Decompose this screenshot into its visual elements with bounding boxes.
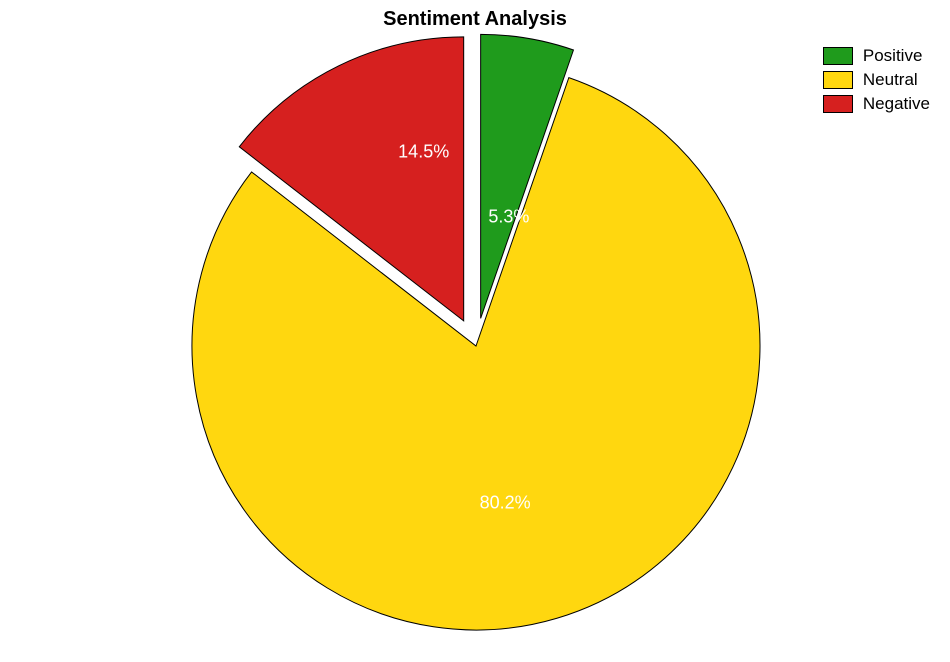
legend-label-positive: Positive: [863, 46, 923, 66]
legend-item-neutral: Neutral: [823, 70, 930, 90]
pie-svg: 5.3% 80.2% 14.5%: [0, 0, 950, 662]
legend-swatch-negative: [823, 95, 853, 113]
legend-swatch-positive: [823, 47, 853, 65]
legend-label-neutral: Neutral: [863, 70, 918, 90]
legend-swatch-neutral: [823, 71, 853, 89]
legend-item-positive: Positive: [823, 46, 930, 66]
slice-label-positive: 5.3%: [488, 206, 529, 226]
legend: Positive Neutral Negative: [823, 46, 930, 118]
legend-label-negative: Negative: [863, 94, 930, 114]
legend-item-negative: Negative: [823, 94, 930, 114]
slice-label-negative: 14.5%: [398, 141, 449, 161]
slice-label-neutral: 80.2%: [480, 493, 531, 513]
sentiment-pie-chart: Sentiment Analysis 5.3%80.2%14.5% Positi…: [0, 0, 950, 662]
